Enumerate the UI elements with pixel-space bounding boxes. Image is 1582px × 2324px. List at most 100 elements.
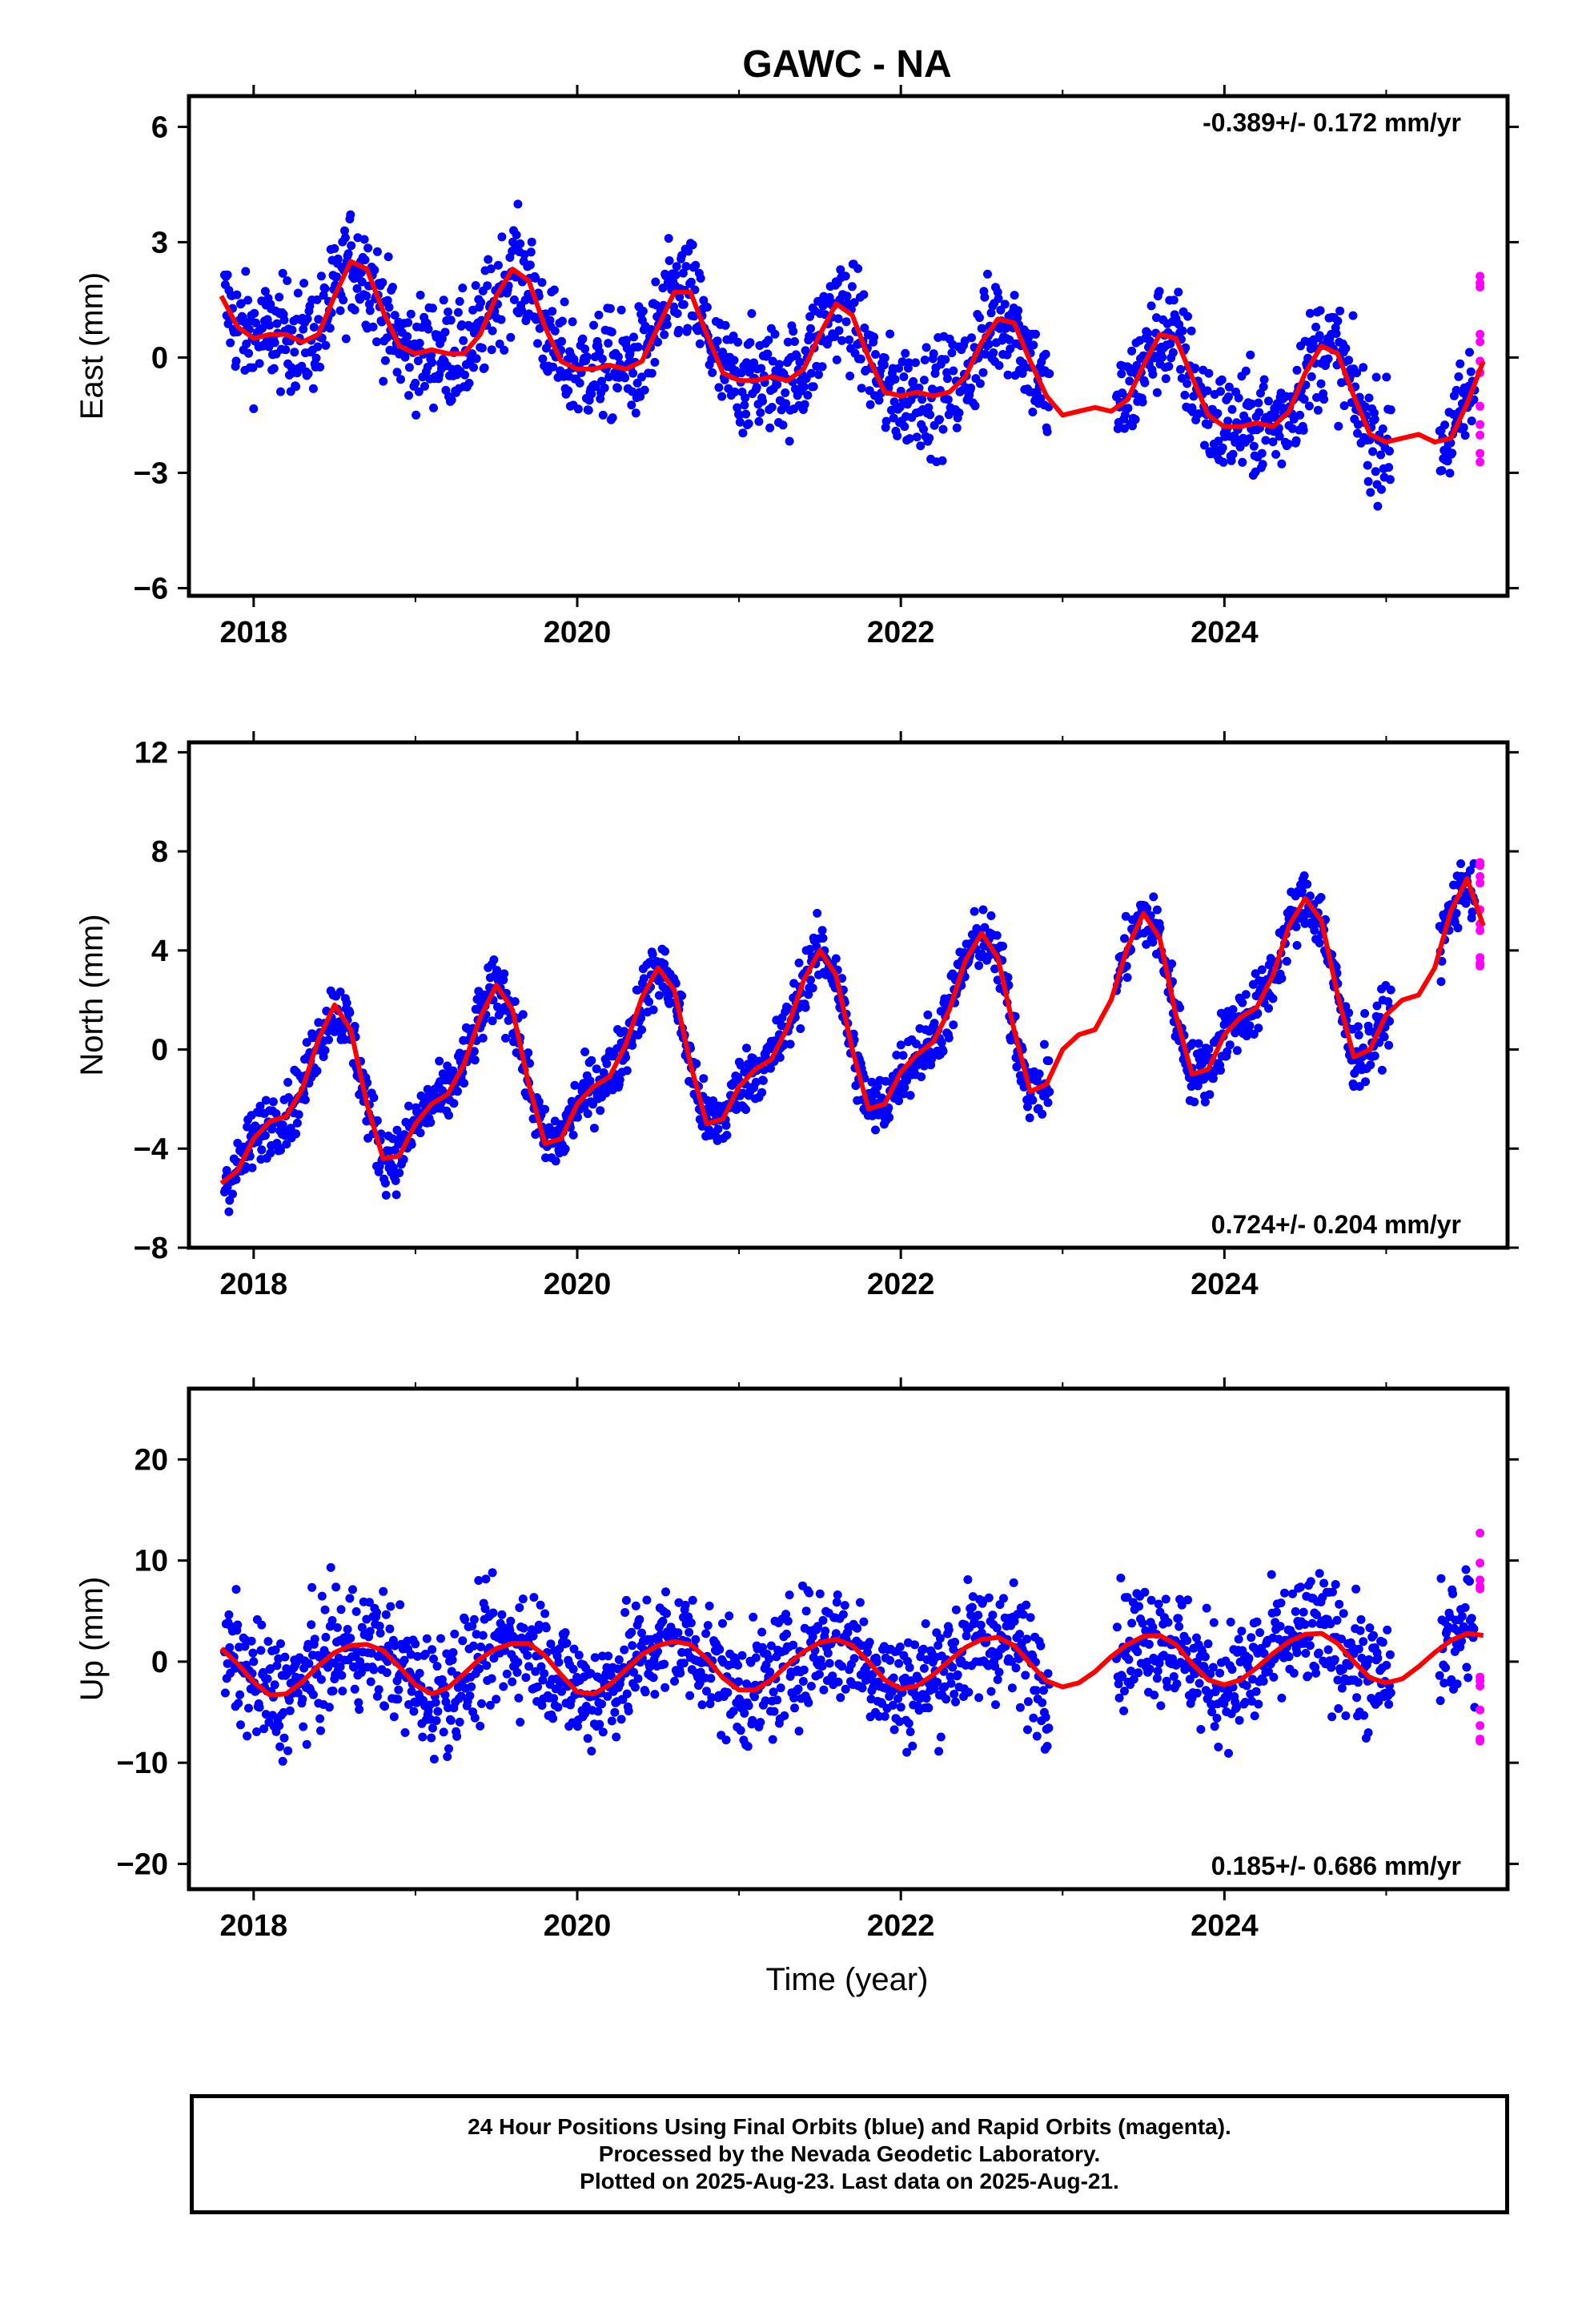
final-orbit-point <box>1045 1087 1054 1096</box>
final-orbit-point <box>1242 1681 1251 1691</box>
final-orbit-point <box>231 1585 241 1594</box>
y-axis-label: East (mm) <box>74 272 110 420</box>
final-orbit-point <box>1247 1633 1256 1642</box>
final-orbit-point <box>260 287 270 296</box>
final-orbit-point <box>1335 306 1345 316</box>
final-orbit-point <box>1010 1617 1019 1626</box>
trend-annotation: -0.389+/- 0.172 mm/yr <box>1203 108 1461 137</box>
final-orbit-point <box>1251 969 1260 979</box>
final-orbit-point <box>587 389 596 399</box>
final-orbit-point <box>455 1717 464 1727</box>
final-orbit-point <box>1205 1090 1215 1100</box>
final-orbit-point <box>568 1664 578 1674</box>
final-orbit-point <box>923 1010 933 1019</box>
final-orbit-point <box>949 366 958 376</box>
final-orbit-point <box>444 1744 453 1754</box>
final-orbit-point <box>808 983 817 993</box>
final-orbit-point <box>1121 911 1130 921</box>
final-orbit-point <box>1025 1113 1034 1123</box>
final-orbit-point <box>299 1722 308 1731</box>
final-orbit-point <box>1456 859 1466 868</box>
final-orbit-point <box>416 1128 425 1138</box>
final-orbit-point <box>917 395 927 404</box>
final-orbit-point <box>516 239 525 248</box>
final-orbit-point <box>415 339 424 348</box>
final-orbit-point <box>951 1605 961 1614</box>
final-orbit-point <box>282 1140 291 1149</box>
final-orbit-point <box>531 1667 540 1676</box>
final-orbit-point <box>1385 446 1394 456</box>
final-orbit-point <box>485 1700 495 1710</box>
final-orbit-point <box>514 1693 524 1703</box>
final-orbit-point <box>1368 447 1378 456</box>
final-orbit-point <box>798 1677 808 1686</box>
final-orbit-point <box>458 1636 468 1646</box>
final-orbit-point <box>364 1598 374 1607</box>
final-orbit-point <box>284 1093 293 1102</box>
final-orbit-point <box>1123 404 1133 413</box>
final-orbit-point <box>967 333 976 343</box>
final-orbit-point <box>1152 388 1162 397</box>
final-orbit-point <box>309 323 319 332</box>
final-orbit-point <box>560 297 569 307</box>
final-orbit-point <box>436 1634 445 1643</box>
final-orbit-point <box>1026 1613 1035 1622</box>
final-orbit-point <box>255 359 264 368</box>
final-orbit-point <box>857 384 866 393</box>
final-orbit-point <box>1215 1668 1225 1678</box>
final-orbit-point <box>482 1661 492 1671</box>
final-orbit-point <box>529 1593 539 1602</box>
final-orbit-point <box>338 1687 347 1696</box>
final-orbit-point <box>1291 1606 1300 1616</box>
final-orbit-point <box>1436 1574 1446 1583</box>
final-orbit-point <box>935 415 944 424</box>
final-orbit-point <box>516 1718 525 1727</box>
final-orbit-point <box>620 1608 630 1617</box>
final-orbit-point <box>587 1055 596 1065</box>
final-orbit-point <box>335 987 345 997</box>
final-orbit-point <box>243 1731 252 1741</box>
final-orbit-point <box>1307 372 1316 381</box>
final-orbit-point <box>513 1658 523 1667</box>
final-orbit-point <box>1000 300 1010 309</box>
final-orbit-point <box>261 1710 271 1719</box>
final-orbit-point <box>661 1587 670 1597</box>
final-orbit-point <box>986 308 996 318</box>
final-orbit-point <box>1435 1696 1445 1706</box>
final-orbit-point <box>444 308 453 316</box>
final-orbit-point <box>307 1620 316 1630</box>
final-orbit-point <box>1465 348 1474 357</box>
final-orbit-point <box>1288 424 1297 433</box>
final-orbit-point <box>337 1671 347 1680</box>
final-orbit-point <box>967 1602 977 1612</box>
final-orbit-point <box>487 1674 496 1683</box>
final-orbit-point <box>720 375 729 384</box>
final-orbit-point <box>260 1131 270 1140</box>
final-orbit-point <box>1126 1667 1136 1676</box>
final-orbit-point <box>258 324 267 333</box>
y-axis-label: North (mm) <box>74 914 110 1076</box>
final-orbit-point <box>433 1707 443 1716</box>
final-orbit-point <box>363 243 373 253</box>
final-orbit-point <box>545 316 555 325</box>
final-orbit-point <box>853 263 863 273</box>
final-orbit-point <box>954 408 964 417</box>
final-orbit-point <box>671 270 681 279</box>
x-tick-label: 2022 <box>867 616 935 649</box>
final-orbit-point <box>1326 1619 1335 1629</box>
final-orbit-point <box>741 1105 751 1114</box>
final-orbit-point <box>853 1623 862 1633</box>
final-orbit-point <box>744 1701 753 1711</box>
final-orbit-point <box>1289 1668 1299 1678</box>
x-tick-label: 2020 <box>544 1909 612 1943</box>
final-orbit-point <box>859 290 869 300</box>
final-orbit-point <box>321 1632 331 1642</box>
final-orbit-point <box>654 991 664 1000</box>
x-tick-label: 2018 <box>220 616 288 649</box>
final-orbit-point <box>1344 1008 1354 1018</box>
final-orbit-point <box>1377 1065 1387 1075</box>
final-orbit-point <box>456 1691 466 1701</box>
final-orbit-point <box>978 368 988 377</box>
final-orbit-point <box>1036 394 1046 404</box>
